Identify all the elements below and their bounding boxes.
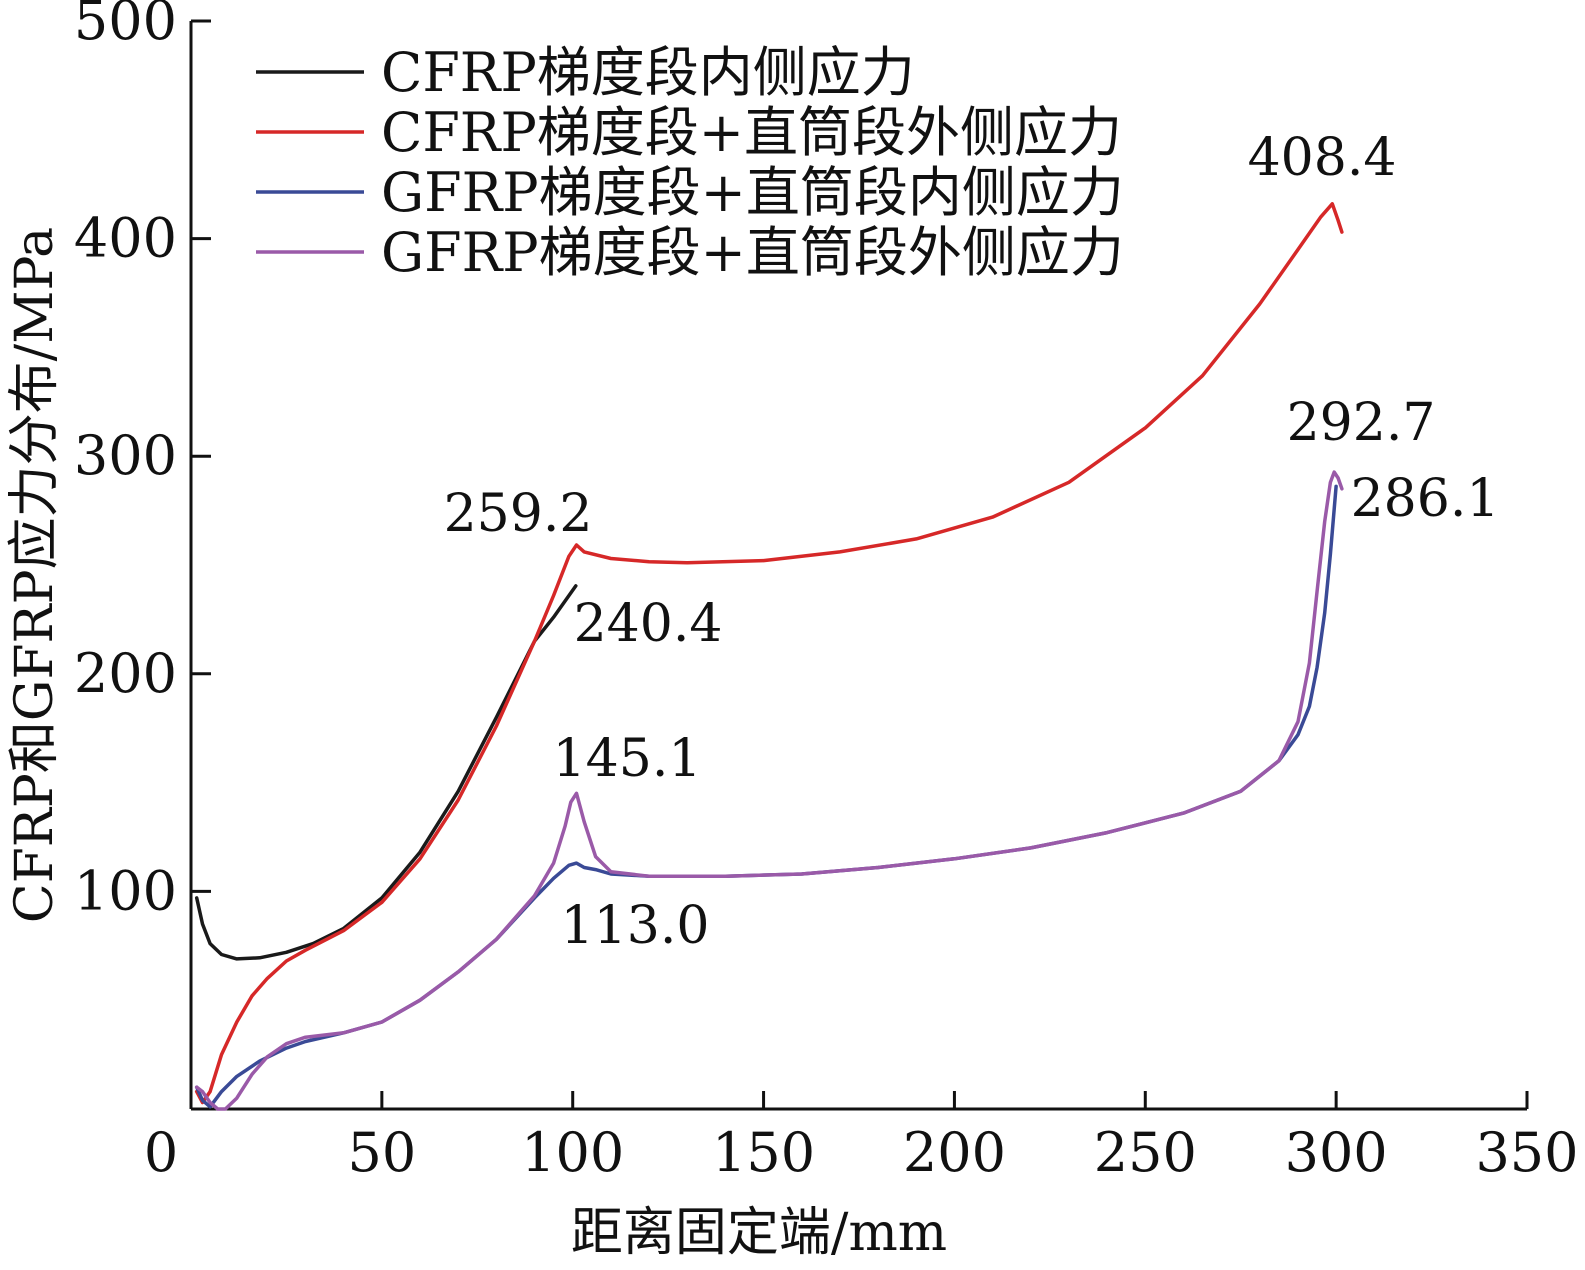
x-axis-title: 距离固定端/mm xyxy=(571,1203,947,1263)
data-labels: 408.4 259.2 240.4 292.7 286.1 145.1 113.0 xyxy=(444,128,1500,956)
data-label: 240.4 xyxy=(574,594,723,654)
legend-label: CFRP梯度段内侧应力 xyxy=(381,41,915,104)
legend-label: GFRP梯度段+直筒段内侧应力 xyxy=(381,161,1124,224)
y-tick-label: 400 xyxy=(74,207,177,270)
legend-entry: CFRP梯度段+直筒段外侧应力 xyxy=(256,101,1122,164)
series-line-1 xyxy=(194,584,578,961)
x-tick-label: 300 xyxy=(1285,1121,1388,1184)
y-tick-label: 500 xyxy=(74,0,177,52)
y-axis-ticks: 100 200 300 400 500 xyxy=(74,0,211,922)
series-lines xyxy=(194,202,1344,1111)
x-tick-label: 350 xyxy=(1475,1121,1578,1184)
data-label: 113.0 xyxy=(561,896,710,956)
y-tick-label: 200 xyxy=(74,642,177,705)
x-tick-label: 200 xyxy=(903,1121,1006,1184)
legend-entry: CFRP梯度段内侧应力 xyxy=(256,41,915,104)
legend-label: GFRP梯度段+直筒段外侧应力 xyxy=(381,221,1124,284)
series-line-3 xyxy=(194,484,1338,1109)
x-tick-label: 0 xyxy=(144,1121,178,1184)
series-line-2 xyxy=(194,202,1344,1105)
y-tick-label: 300 xyxy=(74,424,177,487)
plot-area: 100 200 300 400 500 0 50 100 150 200 250 300 350 40… xyxy=(74,0,1579,1184)
legend: CFRP梯度段内侧应力CFRP梯度段+直筒段外侧应力GFRP梯度段+直筒段内侧应… xyxy=(256,41,1124,284)
x-tick-label: 50 xyxy=(347,1121,416,1184)
data-label: 292.7 xyxy=(1287,393,1436,453)
legend-entry: GFRP梯度段+直筒段外侧应力 xyxy=(256,221,1124,284)
data-label: 408.4 xyxy=(1248,128,1397,188)
x-tick-label: 150 xyxy=(712,1121,815,1184)
x-tick-label: 250 xyxy=(1094,1121,1197,1184)
y-axis-title: CFRP和GFRP应力分布/MPa xyxy=(5,227,65,923)
data-label: 145.1 xyxy=(553,729,702,789)
data-label: 259.2 xyxy=(444,484,593,544)
series-line-4 xyxy=(194,470,1344,1111)
y-tick-label: 100 xyxy=(74,859,177,922)
data-label: 286.1 xyxy=(1351,469,1500,529)
legend-entry: GFRP梯度段+直筒段内侧应力 xyxy=(256,161,1124,224)
legend-label: CFRP梯度段+直筒段外侧应力 xyxy=(381,101,1122,164)
x-tick-label: 100 xyxy=(521,1121,624,1184)
x-axis-ticks: 0 50 100 150 200 250 300 350 xyxy=(144,1091,1579,1184)
